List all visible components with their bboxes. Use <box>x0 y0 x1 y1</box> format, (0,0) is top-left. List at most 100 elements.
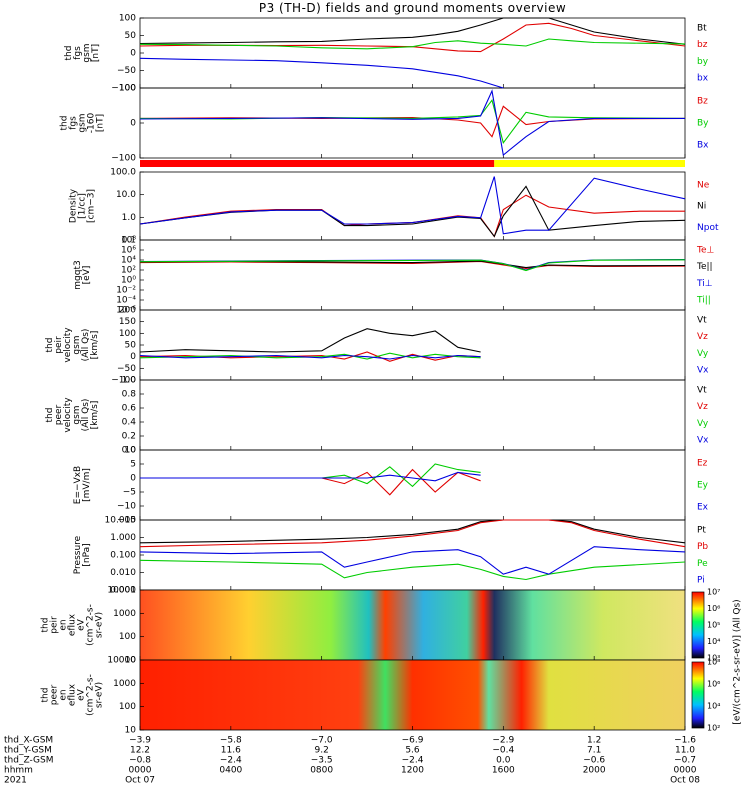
ionspec-colorbar-tick: 10³ <box>707 654 720 663</box>
fgs-tick-label: 50 <box>125 31 137 41</box>
elecspec-tick-label: 10 <box>125 726 137 736</box>
elecspec-ylabel: en <box>59 689 69 700</box>
time-axis-value: 0000 <box>129 766 152 776</box>
peir-ylabel: peir <box>54 336 64 354</box>
pressure-tick-label: 0.001 <box>110 586 136 596</box>
fgs-tick-label: 0 <box>130 49 136 59</box>
density-frame <box>139 171 686 241</box>
fgs160-tick-label: 100 <box>119 84 136 94</box>
fgs-ylabel: [nT] <box>91 44 101 62</box>
series-line-Vx <box>139 354 481 360</box>
temp-tick-label: 10⁴ <box>121 256 136 266</box>
time-axis-value: Oct 07 <box>125 776 155 786</box>
series-line-Bx <box>139 89 685 157</box>
series-line-bx <box>139 57 504 89</box>
pressure-ylabel: Pressure <box>73 535 83 574</box>
temp-tick-label: 10² <box>121 266 136 276</box>
time-axis-value: −0.8 <box>129 756 151 766</box>
series-line-Pi <box>139 546 686 575</box>
time-axis-value: −2.9 <box>492 736 514 746</box>
peer-tick-label: 0.0 <box>122 446 137 456</box>
time-axis-value: −2.4 <box>220 756 242 766</box>
pressure-legend-Pt: Pt <box>697 526 706 536</box>
peir-ylabel: gsm <box>72 335 82 354</box>
series-line-Ez <box>140 468 481 496</box>
efield-tick-label: 10 <box>125 446 137 456</box>
peer-legend-Vx: Vx <box>697 436 709 446</box>
time-axis-value: 7.1 <box>587 746 601 756</box>
elecspec-tick-label: 100 <box>119 702 136 712</box>
density-legend-Npot: Npot <box>697 223 719 233</box>
time-axis-value: 0.0 <box>496 756 511 766</box>
time-axis-value: −3.9 <box>129 736 151 746</box>
temp-legend-Te||: Te|| <box>696 262 713 272</box>
ionspec-heatmap <box>140 590 685 660</box>
time-axis-value: 0800 <box>310 766 333 776</box>
temp-legend-Ti⊥: Ti⊥ <box>696 279 713 289</box>
pressure-tick-label: 0.010 <box>110 568 136 578</box>
peir-tick-label: 0 <box>130 352 136 362</box>
mode-bar-slow <box>140 160 495 167</box>
elecspec-ylabel: eV <box>77 688 87 701</box>
peer-ylabel: [km/s] <box>90 401 100 430</box>
peer-frame <box>139 379 686 451</box>
fgs160-legend-By: By <box>697 119 709 129</box>
peer-tick-label: 0.8 <box>122 390 137 400</box>
efield-tick-label: 5 <box>130 460 136 470</box>
density-ylabel: [cm−3] <box>87 189 97 223</box>
time-axis-value: 1600 <box>492 766 515 776</box>
elecspec-colorbar-tick: 10⁶ <box>707 680 720 689</box>
peir-legend-Vy: Vy <box>697 349 709 359</box>
series-line-Ni <box>139 185 686 238</box>
fgs160-tick-label: 0 <box>130 119 136 129</box>
fgs160-ylabel: gsm <box>78 113 88 132</box>
efield-tick-label: −5 <box>123 488 136 498</box>
temp-ylabel: [eV] <box>82 266 92 285</box>
temp-legend-Te⊥: Te⊥ <box>696 246 715 256</box>
pressure-tick-label: 1.000 <box>110 533 136 543</box>
peer-tick-label: 0.2 <box>122 432 136 442</box>
series-line-Ex <box>140 471 481 482</box>
fgs-legend-bz: bz <box>697 40 708 50</box>
series-line-Pb <box>139 519 686 548</box>
ionspec-ylabel: sr-eV) <box>95 612 105 638</box>
peer-ylabel: peer <box>54 404 64 425</box>
temp-tick-label: 10⁻⁶ <box>116 306 136 316</box>
peir-tick-label: 100 <box>119 329 136 339</box>
time-axis-value: 11.6 <box>221 746 241 756</box>
elecspec-ylabel: eflux <box>68 683 78 706</box>
peer-tick-label: 0.4 <box>122 418 137 428</box>
peer-legend-Vy: Vy <box>697 419 709 429</box>
peir-ylabel: [km/s] <box>90 331 100 360</box>
efield-legend-Ey: Ey <box>697 481 709 491</box>
ionspec-tick-label: 10 <box>125 656 137 666</box>
time-axis-row-label: thd_Y-GSM <box>4 746 52 756</box>
series-line-Ey <box>140 463 481 488</box>
series-line-Bt <box>139 17 686 45</box>
elecspec-colorbar-tick: 10² <box>707 724 720 733</box>
density-tick-label: 10.0 <box>116 190 136 200</box>
peir-ylabel: velocity <box>63 327 73 363</box>
ionspec-colorbar-tick: 10⁴ <box>707 637 720 646</box>
peir-frame <box>139 309 686 381</box>
elecspec-tick-label: 10000 <box>107 656 136 666</box>
time-axis-row-label: thd_Z-GSM <box>4 756 53 766</box>
peer-legend-Vt: Vt <box>697 386 707 396</box>
ionspec-ylabel: en <box>59 619 69 630</box>
series-line-Bz <box>139 105 686 138</box>
fgs160-ylabel: -160 <box>87 113 97 134</box>
peer-ylabel: thd <box>45 408 55 423</box>
fgs-ylabel: thd <box>64 46 74 61</box>
peir-tick-label: 200 <box>119 306 136 316</box>
elecspec-heatmap <box>140 660 685 730</box>
ionspec-tick-label: 1000 <box>113 609 136 619</box>
elecspec-ylabel: peer <box>50 684 60 705</box>
series-line-Ti|| <box>139 259 686 272</box>
density-legend-Ne: Ne <box>697 180 710 190</box>
colorbar-label: [eV/(cm^2-s-sr-eV)] (All Qs) <box>733 599 743 724</box>
elecspec-colorbar-tick: 10⁴ <box>707 702 720 711</box>
pressure-tick-label: 0.100 <box>110 551 136 561</box>
time-axis-value: −0.4 <box>492 746 514 756</box>
